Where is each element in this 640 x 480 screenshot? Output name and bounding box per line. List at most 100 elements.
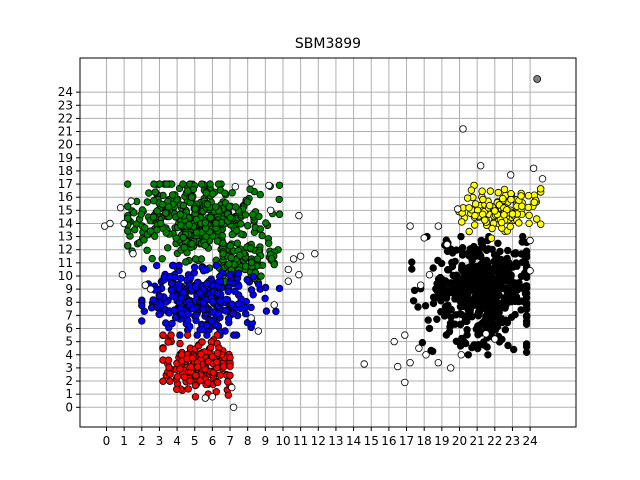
cluster-4-point [518,258,526,266]
outlier-point [526,267,534,275]
cluster-0-point [137,210,145,219]
cluster-1-point [246,244,255,252]
x-tick-label-14: 14 [346,434,361,448]
cluster-4-point [441,279,450,287]
cluster-0-point [179,180,187,188]
cluster-4-point [421,302,430,310]
cluster-5-point [517,192,525,200]
cluster-5-point [500,211,508,219]
cluster-4-point [499,276,507,285]
cluster-0-point [158,200,167,209]
outlier-point [443,240,451,249]
y-tick-label-5: 5 [65,335,73,349]
cluster-4-point [475,263,483,271]
cluster-4-point [494,239,502,247]
cluster-4-point [457,232,465,241]
cluster-5-point [525,211,533,220]
cluster-4-point [471,269,480,277]
x-tick-label-24: 24 [522,434,537,448]
cluster-3-point [197,350,205,358]
x-tick-label-18: 18 [417,434,432,448]
cluster-3-point [213,358,221,366]
y-tick-label-9: 9 [65,282,73,296]
outlier-point [529,164,538,172]
cluster-2-point [191,283,200,291]
cluster-2-point [203,321,211,330]
cluster-4-point [505,296,513,304]
outlier-point [360,360,368,368]
cluster-2-point [171,314,180,322]
cluster-4-point [476,321,484,329]
cluster-0-point [140,236,148,244]
cluster-4-point [447,313,455,321]
y-tick-label-17: 17 [58,177,73,191]
cluster-2-point [243,276,251,284]
cluster-4-point [440,291,448,299]
outlier-point [425,271,434,279]
outlier-point [141,281,149,289]
cluster-0-point [255,212,263,221]
cluster-4-point [410,286,419,295]
cluster-5-point [537,185,545,193]
outlier-point [208,393,217,401]
cluster-5-point [471,211,479,220]
cluster-4-point [474,341,483,349]
cluster-4-point [470,277,479,285]
cluster-0-point [145,189,153,197]
cluster-1-point [236,251,244,260]
cluster-4-point [433,315,441,323]
cluster-0-point [197,180,206,188]
cluster-2-point [224,287,232,296]
cluster-3-point [188,354,197,362]
cluster-2-point [170,306,178,314]
cluster-4-point [462,339,470,348]
cluster-1-point [265,239,273,247]
cluster-4-point [481,316,489,324]
cluster-1-point [267,255,276,263]
y-tick-label-2: 2 [65,374,73,388]
cluster-2-point [176,331,184,339]
x-tick-label-1: 1 [120,434,128,448]
cluster-2-point [184,310,192,318]
cluster-0-point [191,255,200,263]
cluster-2-point [149,296,157,304]
cluster-0-point [211,203,220,211]
cluster-4-point [484,292,492,300]
x-tick-label-21: 21 [470,434,485,448]
outlier-point [507,171,515,179]
cluster-5-point [486,187,495,195]
data-points [100,75,547,411]
cluster-2-point [247,303,255,312]
outlier-point [284,265,292,274]
cluster-4-point [460,250,468,258]
cluster-0-point [206,180,214,188]
cluster-0-point [275,195,283,204]
cluster-4-point [456,320,465,329]
y-tick-label-16: 16 [58,190,73,204]
outlier-point [270,301,278,309]
cluster-4-point [414,303,422,311]
cluster-0-point [256,190,264,199]
cluster-4-point [440,312,449,320]
cluster-4-point [484,351,492,359]
y-tick-label-19: 19 [58,151,73,165]
cluster-2-point [186,273,195,282]
cluster-2-point [199,305,207,314]
cluster-4-point [408,265,416,273]
cluster-2-point [192,311,200,320]
outlier-point [401,378,409,387]
cluster-2-point [261,283,270,292]
cluster-1-point [247,258,256,267]
cluster-4-point [522,305,531,313]
cluster-0-point [256,225,265,233]
cluster-4-point [491,312,499,321]
cluster-4-point [498,283,506,292]
cluster-2-point [254,280,263,289]
cluster-0-point [143,198,151,206]
cluster-4-point [522,284,531,292]
cluster-0-point [151,188,159,196]
y-tick-label-11: 11 [58,256,73,270]
cluster-4-point [488,274,496,282]
cluster-3-point [213,378,222,387]
cluster-3-point [166,370,174,378]
